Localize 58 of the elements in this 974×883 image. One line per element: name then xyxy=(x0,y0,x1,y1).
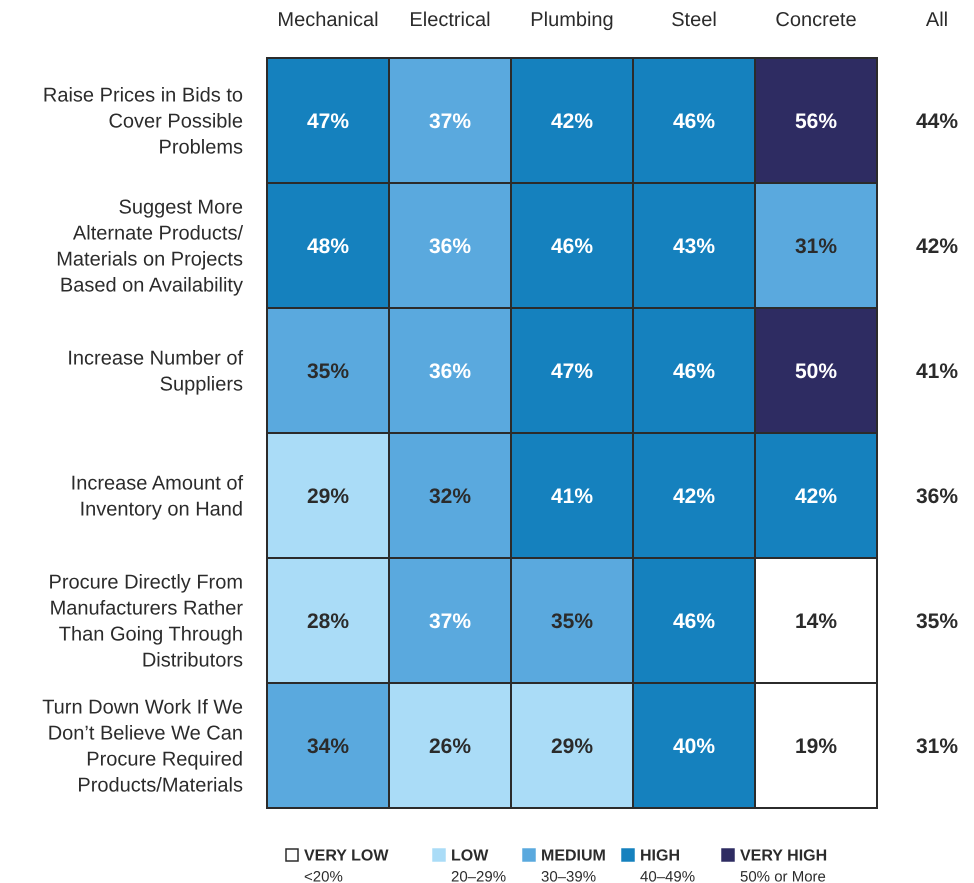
text: 30–39% xyxy=(541,868,596,883)
y2-tick-label: 41% xyxy=(916,360,958,383)
y2-tick-label: 36% xyxy=(916,484,958,508)
data-label: 42% xyxy=(672,484,716,508)
text: MEDIUM xyxy=(541,848,606,865)
y2-tick-label: 42% xyxy=(916,234,958,258)
data-label: 40% xyxy=(672,734,716,758)
y-tick-label: Raise Prices in Bids to Cover Possible Problems xyxy=(42,84,243,158)
data-label: 46% xyxy=(672,110,716,133)
y-tick-label: Suggest More Alternate Products/ Materials on Projects Based on Availability xyxy=(56,196,244,296)
text: LOW xyxy=(451,848,490,865)
text: 40–49% xyxy=(640,868,696,883)
data-label: 19% xyxy=(794,734,838,758)
x-tick-label: Steel xyxy=(671,9,717,31)
data-label: 14% xyxy=(794,610,838,633)
text: <20% xyxy=(304,868,343,883)
data-label: 31% xyxy=(794,234,838,258)
data-label: 35% xyxy=(306,360,350,383)
data-label: 37% xyxy=(428,610,472,633)
data-label: 46% xyxy=(672,610,716,633)
y-tick-label: Increase Amount of Inventory on Hand xyxy=(70,472,244,520)
data-label: 42% xyxy=(794,484,838,508)
data-label: 36% xyxy=(428,360,472,383)
data-label: 46% xyxy=(672,360,716,383)
data-label: 43% xyxy=(672,234,716,258)
data-label: 47% xyxy=(550,360,594,383)
y2-tick-label: 35% xyxy=(916,610,958,633)
x-tick-label: Plumbing xyxy=(530,9,614,31)
data-label: 46% xyxy=(550,234,594,258)
text: 20–29% xyxy=(451,868,506,883)
data-label: 56% xyxy=(794,110,838,133)
text: HIGH xyxy=(640,848,680,865)
data-label: 50% xyxy=(794,360,838,383)
text: VERY LOW xyxy=(304,848,390,865)
data-label: 32% xyxy=(428,484,472,508)
text: VERY HIGH xyxy=(740,848,828,865)
y2-axis-title: All xyxy=(926,9,948,31)
data-label: 28% xyxy=(306,610,350,633)
data-label: 36% xyxy=(428,234,472,258)
data-label: 29% xyxy=(550,734,594,758)
data-label: 34% xyxy=(306,734,350,758)
data-label: 42% xyxy=(550,110,594,133)
data-label: 47% xyxy=(306,110,350,133)
y-tick-label: Increase Number of Suppliers xyxy=(67,348,244,396)
y-tick-label: Turn Down Work If We Don’t Believe We Can Procure Required Products/Materials xyxy=(42,696,243,796)
data-label: 26% xyxy=(428,734,472,758)
text: 50% or More xyxy=(740,868,826,883)
y2-tick-label: 31% xyxy=(916,734,958,758)
x-tick-label: Electrical xyxy=(409,9,491,31)
x-tick-label: Mechanical xyxy=(277,9,379,31)
x-tick-label: Concrete xyxy=(775,9,857,31)
data-label: 48% xyxy=(306,234,350,258)
y-tick-label: Procure Directly From Manufacturers Rather Than Going Through Distributors xyxy=(48,572,244,672)
y2-tick-label: 44% xyxy=(916,110,958,133)
data-label: 41% xyxy=(550,484,594,508)
data-label: 29% xyxy=(306,484,350,508)
data-label: 35% xyxy=(550,610,594,633)
data-label: 37% xyxy=(428,110,472,133)
